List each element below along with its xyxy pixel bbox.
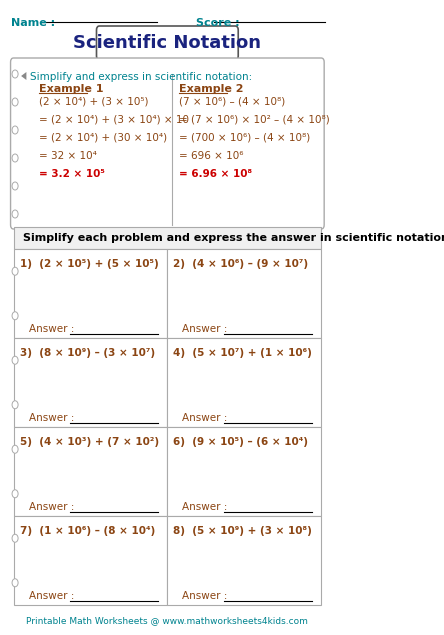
Text: Scientific Notation: Scientific Notation: [73, 34, 262, 52]
Text: Simplify and express in scientific notation:: Simplify and express in scientific notat…: [30, 72, 252, 82]
Circle shape: [12, 126, 18, 134]
Circle shape: [12, 578, 18, 587]
Text: 7)  (1 × 10⁶) – (8 × 10⁴): 7) (1 × 10⁶) – (8 × 10⁴): [20, 526, 155, 536]
Text: = (7 × 10⁶) × 10² – (4 × 10⁸): = (7 × 10⁶) × 10² – (4 × 10⁸): [179, 115, 330, 125]
Polygon shape: [21, 72, 26, 80]
Text: Answer :: Answer :: [29, 591, 74, 601]
Text: (7 × 10⁶) – (4 × 10⁸): (7 × 10⁶) – (4 × 10⁸): [179, 97, 285, 107]
Text: Answer :: Answer :: [182, 324, 228, 334]
Text: 3)  (8 × 10⁹) – (3 × 10⁷): 3) (8 × 10⁹) – (3 × 10⁷): [20, 348, 155, 358]
Text: Answer :: Answer :: [182, 591, 228, 601]
Text: 8)  (5 × 10⁹) + (3 × 10⁸): 8) (5 × 10⁹) + (3 × 10⁸): [174, 526, 312, 536]
Text: Answer :: Answer :: [182, 413, 228, 423]
Text: = (700 × 10⁶) – (4 × 10⁸): = (700 × 10⁶) – (4 × 10⁸): [179, 133, 311, 143]
Bar: [167, 338, 321, 427]
Text: = 6.96 × 10⁸: = 6.96 × 10⁸: [179, 169, 253, 179]
Text: 1)  (2 × 10⁵) + (5 × 10⁵): 1) (2 × 10⁵) + (5 × 10⁵): [20, 259, 159, 269]
Text: Answer :: Answer :: [29, 413, 74, 423]
Text: (2 × 10⁴) + (3 × 10⁵): (2 × 10⁴) + (3 × 10⁵): [39, 97, 149, 107]
Circle shape: [12, 70, 18, 78]
Text: = 32 × 10⁴: = 32 × 10⁴: [39, 151, 97, 161]
Circle shape: [12, 312, 18, 320]
Circle shape: [12, 490, 18, 498]
Bar: [14, 516, 167, 605]
Text: Score :: Score :: [196, 18, 240, 28]
Text: Example 2: Example 2: [179, 84, 244, 94]
Text: 4)  (5 × 10⁷) + (1 × 10⁶): 4) (5 × 10⁷) + (1 × 10⁶): [174, 348, 312, 358]
FancyBboxPatch shape: [11, 58, 324, 229]
Bar: [167, 249, 321, 338]
Circle shape: [12, 210, 18, 218]
Bar: [14, 249, 167, 338]
Text: Name :: Name :: [11, 18, 55, 28]
Text: Example 1: Example 1: [39, 84, 104, 94]
Bar: [167, 516, 321, 605]
Text: 5)  (4 × 10³) + (7 × 10²): 5) (4 × 10³) + (7 × 10²): [20, 437, 159, 447]
Text: = (2 × 10⁴) + (3 × 10⁴) × 10: = (2 × 10⁴) + (3 × 10⁴) × 10: [39, 115, 189, 125]
Circle shape: [12, 98, 18, 106]
Text: = 696 × 10⁶: = 696 × 10⁶: [179, 151, 244, 161]
Circle shape: [12, 401, 18, 409]
Circle shape: [12, 154, 18, 162]
Text: Answer :: Answer :: [29, 324, 74, 334]
Circle shape: [12, 267, 18, 275]
Text: Simplify each problem and express the answer in scientific notation.: Simplify each problem and express the an…: [23, 233, 444, 243]
Text: = (2 × 10⁴) + (30 × 10⁴): = (2 × 10⁴) + (30 × 10⁴): [39, 133, 167, 143]
Circle shape: [12, 534, 18, 542]
Bar: [14, 338, 167, 427]
Bar: [167, 427, 321, 516]
Circle shape: [12, 445, 18, 453]
Text: Answer :: Answer :: [182, 502, 228, 512]
Circle shape: [12, 356, 18, 364]
Text: 6)  (9 × 10⁵) – (6 × 10⁴): 6) (9 × 10⁵) – (6 × 10⁴): [174, 437, 309, 447]
FancyBboxPatch shape: [96, 26, 238, 60]
Bar: [14, 227, 321, 249]
Text: Printable Math Worksheets @ www.mathworksheets4kids.com: Printable Math Worksheets @ www.mathwork…: [27, 616, 308, 625]
Text: Answer :: Answer :: [29, 502, 74, 512]
Circle shape: [12, 182, 18, 190]
Text: 2)  (4 × 10⁶) – (9 × 10⁷): 2) (4 × 10⁶) – (9 × 10⁷): [174, 259, 309, 269]
Bar: [14, 427, 167, 516]
Text: = 3.2 × 10⁵: = 3.2 × 10⁵: [39, 169, 105, 179]
